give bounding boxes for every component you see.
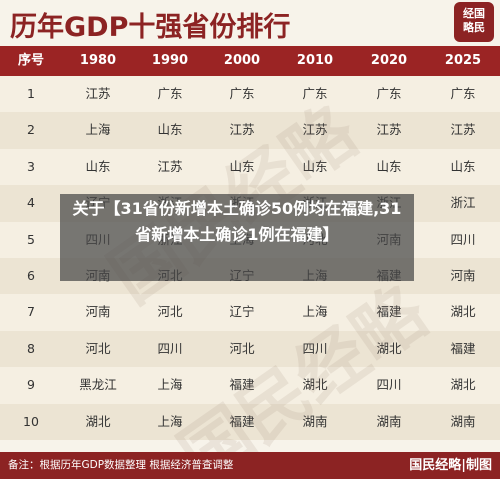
province-cell: 河北 xyxy=(85,340,111,356)
province-cell: 浙江 xyxy=(450,195,476,211)
news-overlay[interactable] xyxy=(60,194,414,281)
rank-cell: 4 xyxy=(27,195,35,211)
province-cell: 上海 xyxy=(157,413,183,429)
brand-logo: 经国 略民 xyxy=(454,2,494,42)
table-row: 8 河北 四川 河北 四川 湖北 福建 xyxy=(0,330,500,368)
province-cell: 上海 xyxy=(302,304,328,320)
province-cell: 河北 xyxy=(157,304,183,320)
province-cell: 江苏 xyxy=(229,122,255,138)
footer-brand: 国民经略|制图 xyxy=(409,458,492,473)
table-row: 2 上海 山东 江苏 江苏 江苏 江苏 xyxy=(0,112,500,149)
province-cell: 山东 xyxy=(376,158,402,174)
rank-cell: 3 xyxy=(27,158,35,174)
province-cell: 江苏 xyxy=(157,158,183,174)
rank-cell: 10 xyxy=(23,413,39,429)
rank-cell: 6 xyxy=(27,267,35,283)
province-cell: 湖南 xyxy=(376,413,402,429)
column-header: 2000 xyxy=(223,53,261,68)
column-header: 1990 xyxy=(151,53,189,68)
province-cell: 湖北 xyxy=(450,304,476,320)
province-cell: 广东 xyxy=(450,86,476,101)
province-cell: 山东 xyxy=(229,158,255,174)
province-cell: 山东 xyxy=(157,122,183,138)
table-row: 7 河南 河北 辽宁 上海 福建 湖北 xyxy=(0,294,500,331)
rank-cell: 8 xyxy=(27,340,35,356)
province-cell: 湖南 xyxy=(302,413,328,429)
province-cell: 广东 xyxy=(302,86,328,101)
province-cell: 河北 xyxy=(229,340,255,356)
column-header: 1980 xyxy=(79,53,117,68)
province-cell: 河南 xyxy=(85,304,111,320)
province-cell: 江苏 xyxy=(85,86,111,101)
province-cell: 福建 xyxy=(376,304,402,320)
rank-cell: 7 xyxy=(27,304,35,320)
rank-cell: 2 xyxy=(27,122,35,138)
table-row: 1 江苏 广东 广东 广东 广东 广东 xyxy=(0,76,500,113)
page-title: 历年GDP十强省份排行 xyxy=(10,12,291,43)
province-cell: 山东 xyxy=(302,158,328,174)
province-cell: 广东 xyxy=(376,86,402,101)
province-cell: 辽宁 xyxy=(229,304,255,320)
logo-line: 略民 xyxy=(463,21,485,34)
province-cell: 湖北 xyxy=(376,340,402,356)
province-cell: 四川 xyxy=(302,340,328,356)
province-cell: 福建 xyxy=(229,377,255,393)
province-cell: 黑龙江 xyxy=(79,377,117,393)
province-cell: 福建 xyxy=(450,340,476,356)
province-cell: 上海 xyxy=(85,122,111,138)
rank-cell: 9 xyxy=(27,377,35,393)
province-cell: 湖北 xyxy=(450,377,476,393)
province-cell: 江苏 xyxy=(376,122,402,138)
table-header: 序号 1980 1990 2000 2010 2020 2025 xyxy=(0,46,500,76)
news-overlay-text[interactable]: 关于【31省份新增本土确诊50例均在福建,31省新增本土确诊1例在福建】 xyxy=(72,199,402,244)
column-header: 序号 xyxy=(17,53,44,68)
footer-note: 备注：根据历年GDP数据整理 根据经济普查调整 xyxy=(8,459,234,471)
province-cell: 河南 xyxy=(450,267,476,283)
table-row: 10 湖北 上海 福建 湖南 湖南 湖南 xyxy=(0,403,500,440)
province-cell: 广东 xyxy=(229,86,255,101)
province-cell: 福建 xyxy=(229,413,255,429)
province-cell: 湖北 xyxy=(85,413,111,429)
table-body: 1 江苏 广东 广东 广东 广东 广东 2 上海 山东 江苏 江苏 江苏 江苏 3 山东 江苏 山东 山东 山东 山东 4… xyxy=(0,76,500,440)
table-row: 9 黑龙江 上海 福建 湖北 四川 湖北 xyxy=(0,367,500,404)
province-cell: 四川 xyxy=(157,340,183,356)
header: 历年GDP十强省份排行 经国 略民 xyxy=(0,0,500,44)
footer: 备注：根据历年GDP数据整理 根据经济普查调整 国民经略|制图 xyxy=(0,452,500,479)
province-cell: 山东 xyxy=(450,158,476,174)
rank-cell: 1 xyxy=(27,86,35,101)
logo-line: 经国 xyxy=(463,7,485,20)
rank-cell: 5 xyxy=(27,231,35,247)
province-cell: 江苏 xyxy=(450,122,476,138)
province-cell: 广东 xyxy=(157,86,183,101)
province-cell: 江苏 xyxy=(302,122,328,138)
column-header: 2025 xyxy=(444,53,482,68)
column-header: 2020 xyxy=(370,53,408,68)
province-cell: 湖北 xyxy=(302,377,328,393)
ranking-table: 序号 1980 1990 2000 2010 2020 2025 1 江苏 广东 广东… xyxy=(0,46,500,440)
province-cell: 上海 xyxy=(157,377,183,393)
province-cell: 四川 xyxy=(376,377,402,393)
province-cell: 湖南 xyxy=(450,413,476,429)
table-row: 3 山东 江苏 山东 山东 山东 山东 xyxy=(0,148,500,186)
column-header: 2010 xyxy=(296,53,334,68)
province-cell: 四川 xyxy=(450,231,476,247)
province-cell: 山东 xyxy=(85,158,111,174)
